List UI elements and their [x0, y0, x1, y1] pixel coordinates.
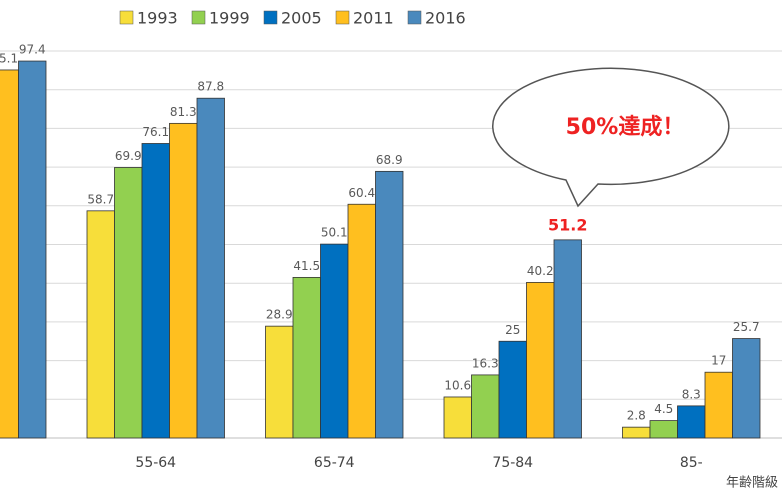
bar — [553, 239, 582, 439]
bar — [196, 97, 225, 439]
value-label: 8.3 — [682, 387, 701, 401]
bar — [86, 210, 115, 439]
value-label: 97.4 — [19, 43, 46, 57]
value-label: 81.3 — [170, 105, 197, 119]
bar — [347, 203, 376, 439]
bar — [114, 167, 143, 439]
value-label: 50.1 — [321, 226, 348, 240]
x-tick-label: 55-64 — [135, 455, 176, 471]
legend-swatch — [263, 10, 278, 25]
bar — [704, 371, 733, 439]
legend-label: 1993 — [137, 9, 178, 28]
legend-swatch — [191, 10, 206, 25]
value-label: 28.9 — [266, 308, 293, 322]
bar — [622, 426, 651, 439]
bar — [471, 374, 500, 439]
bar — [732, 338, 761, 439]
x-axis-label: 年齢階級 — [726, 476, 778, 491]
legend-swatch — [407, 10, 422, 25]
value-label: 25.7 — [733, 320, 760, 334]
value-label: 68.9 — [376, 153, 403, 167]
value-label: 60.4 — [348, 186, 375, 200]
legend-label: 2005 — [281, 9, 322, 28]
bar — [443, 396, 472, 439]
value-label: 69.9 — [115, 149, 142, 163]
annotation: 50%達成！ — [566, 114, 685, 140]
bar — [292, 276, 321, 439]
value-label: 51.2 — [548, 215, 587, 234]
legend-swatch — [119, 10, 134, 25]
value-label: 95.1 — [0, 51, 18, 65]
value-label: 4.5 — [654, 402, 673, 416]
legend-label: 2016 — [425, 9, 466, 28]
bar — [498, 340, 527, 439]
value-label: 10.6 — [444, 378, 471, 392]
bar — [526, 282, 555, 439]
bar — [677, 405, 706, 439]
value-label: 40.2 — [527, 264, 554, 278]
value-label: 2.8 — [627, 409, 646, 423]
value-label: 41.5 — [293, 259, 320, 273]
bar — [320, 243, 349, 439]
x-tick-label: 85- — [680, 455, 703, 471]
bar — [0, 69, 19, 439]
bar — [141, 143, 170, 439]
value-label: 58.7 — [87, 192, 114, 206]
x-tick-label: 65-74 — [314, 455, 355, 471]
value-label: 17 — [711, 354, 726, 368]
value-label: 16.3 — [472, 356, 499, 370]
value-label: 76.1 — [142, 125, 169, 139]
bar — [649, 420, 678, 439]
legend-label: 1999 — [209, 9, 250, 28]
bar — [18, 60, 47, 439]
value-label: 25 — [505, 323, 520, 337]
value-label: 87.8 — [197, 80, 224, 94]
callout-bubble — [492, 67, 730, 208]
bar — [169, 122, 198, 439]
bar — [265, 325, 294, 439]
legend-swatch — [335, 10, 350, 25]
bar — [375, 170, 404, 439]
legend-label: 2011 — [353, 9, 394, 28]
x-tick-label: 75-84 — [492, 455, 533, 471]
